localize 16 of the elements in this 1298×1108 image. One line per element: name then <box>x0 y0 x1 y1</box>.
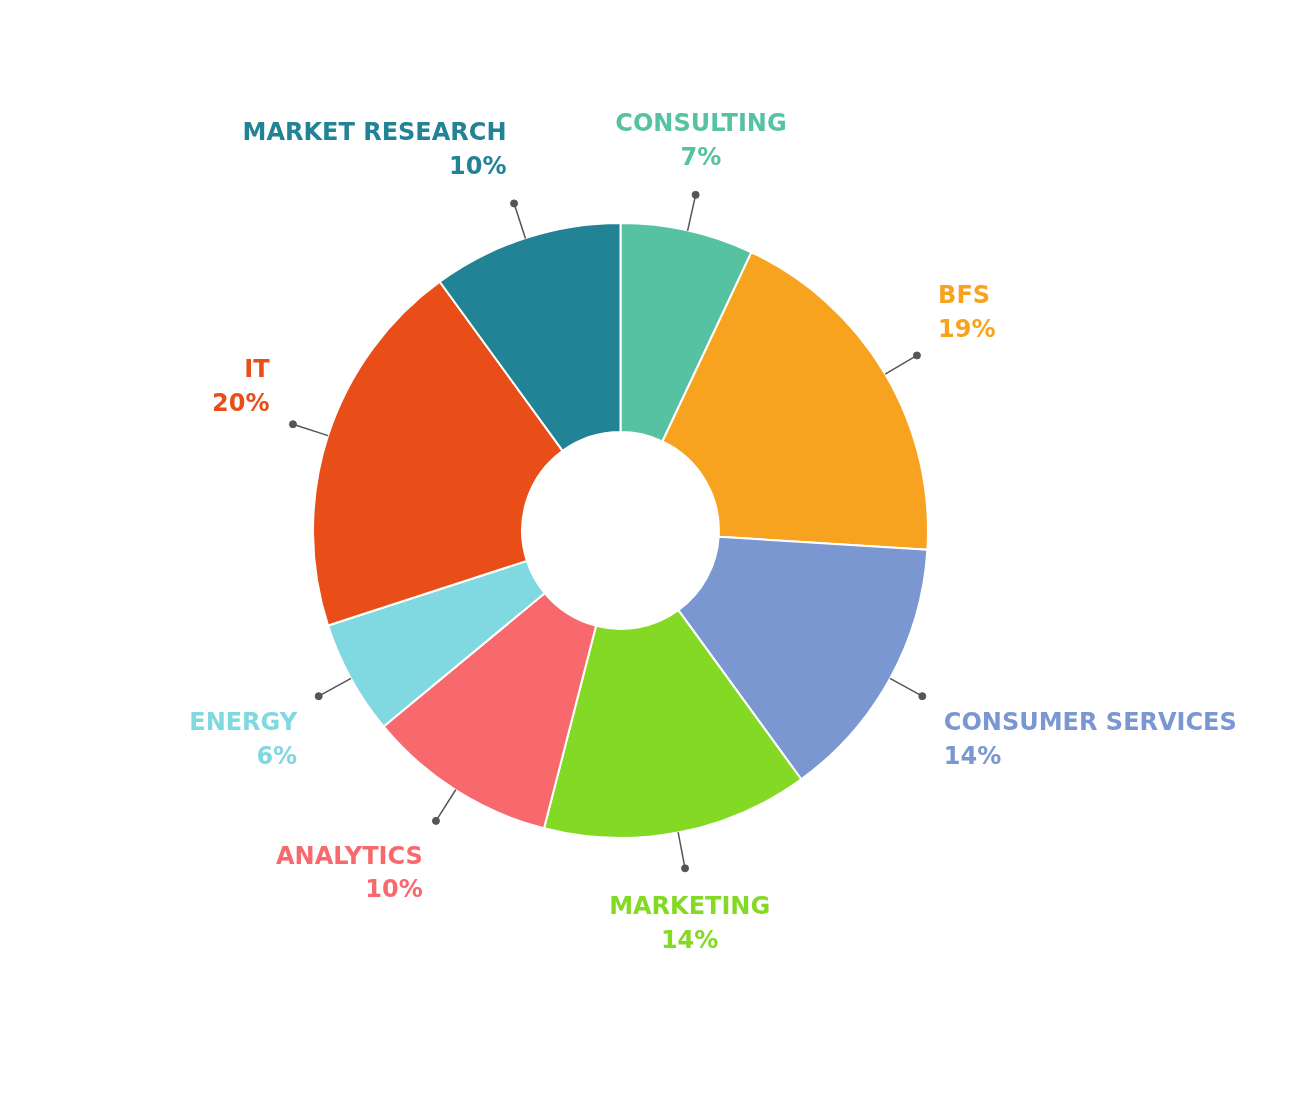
slice-label: MARKET RESEARCH <box>242 118 507 147</box>
data-label: 10% <box>449 152 507 181</box>
slice-label: ENERGY <box>189 708 298 737</box>
slice-label: CONSULTING <box>615 109 787 138</box>
data-label: 19% <box>938 314 996 343</box>
data-label: 10% <box>365 875 423 904</box>
slice-label: BFS <box>938 281 991 310</box>
data-label: 20% <box>212 388 270 417</box>
slice-label: IT <box>244 355 271 384</box>
data-label: 14% <box>660 926 719 955</box>
data-label: 6% <box>256 741 298 770</box>
slice-label: ANALYTICS <box>275 841 423 870</box>
data-label: 7% <box>680 142 722 171</box>
slice-label: CONSUMER SERVICES <box>943 708 1237 737</box>
slice-label: MARKETING <box>609 892 771 921</box>
data-label: 14% <box>943 741 1002 770</box>
